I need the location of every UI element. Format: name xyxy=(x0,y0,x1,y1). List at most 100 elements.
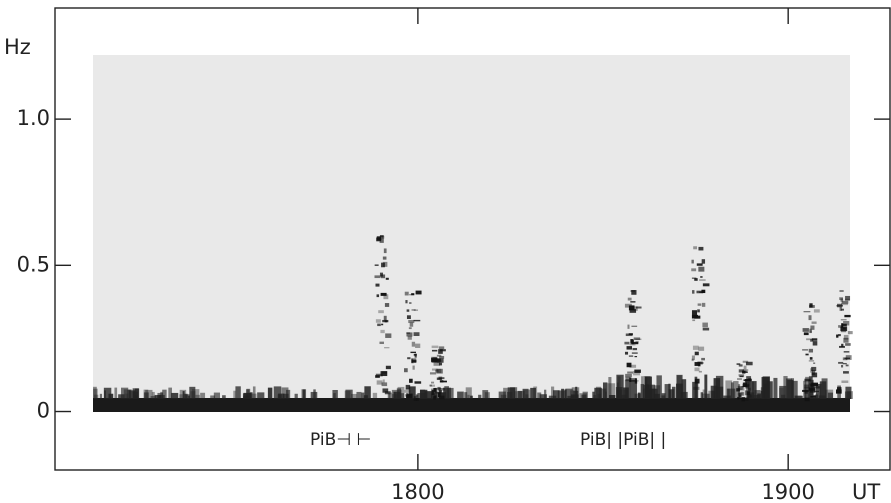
noise-speck xyxy=(222,395,226,399)
noise-speck xyxy=(668,389,675,399)
burst-speck xyxy=(691,358,694,362)
burst-speck xyxy=(438,349,443,354)
burst-speck xyxy=(702,283,710,287)
noise-speck xyxy=(277,394,282,399)
noise-speck xyxy=(361,392,365,399)
noise-speck xyxy=(756,394,761,399)
burst-speck xyxy=(811,321,817,324)
noise-speck xyxy=(814,394,819,399)
burst-speck xyxy=(702,322,708,328)
burst-speck xyxy=(382,379,385,383)
burst-speck xyxy=(843,334,849,340)
burst-speck xyxy=(694,351,699,356)
noise-speck xyxy=(467,394,470,399)
burst-speck xyxy=(405,300,408,304)
burst-speck xyxy=(415,343,421,348)
burst-speck xyxy=(696,290,704,294)
burst-speck xyxy=(840,302,848,306)
burst-speck xyxy=(631,325,638,327)
noise-speck xyxy=(608,377,612,399)
noise-speck xyxy=(704,374,708,399)
noise-speck xyxy=(245,395,249,399)
burst-speck xyxy=(431,390,435,395)
noise-speck xyxy=(602,382,608,399)
noise-speck xyxy=(599,388,607,399)
burst-speck xyxy=(811,384,815,389)
noise-speck xyxy=(513,391,522,399)
burst-speck xyxy=(408,327,412,330)
burst-speck xyxy=(431,349,438,352)
burst-speck xyxy=(693,246,698,250)
burst-speck xyxy=(434,358,441,362)
burst-speck xyxy=(694,367,700,372)
noise-speck xyxy=(252,386,256,399)
burst-speck xyxy=(745,361,753,366)
burst-speck xyxy=(738,364,743,367)
burst-speck xyxy=(630,301,636,303)
burst-speck xyxy=(809,388,816,393)
burst-speck xyxy=(702,389,705,395)
noise-speck xyxy=(668,383,671,399)
burst-speck xyxy=(631,352,638,354)
burst-speck xyxy=(805,353,809,356)
burst-speck xyxy=(743,365,747,370)
burst-speck xyxy=(698,266,705,272)
plot-frame xyxy=(54,7,891,471)
noise-speck xyxy=(751,381,757,399)
burst-speck xyxy=(811,382,819,387)
burst-speck xyxy=(413,332,420,337)
burst-speck xyxy=(845,355,852,360)
burst-speck xyxy=(804,397,810,402)
burst-speck xyxy=(838,361,844,364)
noise-speck xyxy=(571,387,580,399)
burst-speck xyxy=(628,305,635,311)
noise-speck xyxy=(681,379,687,399)
noise-speck xyxy=(213,392,220,399)
burst-speck xyxy=(698,346,705,351)
burst-speck xyxy=(378,310,384,314)
burst-speck xyxy=(804,390,808,394)
burst-speck xyxy=(810,395,816,398)
burst-speck xyxy=(433,361,441,366)
noise-speck xyxy=(267,387,273,399)
burst-speck xyxy=(808,387,816,391)
burst-speck xyxy=(692,345,699,350)
burst-speck xyxy=(433,395,437,399)
burst-speck xyxy=(374,264,379,266)
noise-speck xyxy=(616,374,624,399)
burst-speck xyxy=(809,383,817,385)
burst-speck xyxy=(810,325,815,330)
noise-speck xyxy=(333,393,336,399)
burst-speck xyxy=(809,330,812,334)
burst-speck xyxy=(845,295,851,301)
burst-speck xyxy=(414,353,417,358)
noise-speck xyxy=(179,394,183,399)
noise-speck xyxy=(93,394,99,399)
burst-speck xyxy=(701,259,706,264)
burst-speck xyxy=(629,344,636,346)
noise-speck xyxy=(372,392,378,399)
burst-speck xyxy=(376,294,380,298)
burst-speck xyxy=(844,314,851,318)
noise-speck xyxy=(151,391,155,399)
noise-speck xyxy=(424,391,433,399)
noise-speck xyxy=(680,391,688,399)
noise-speck xyxy=(815,394,819,399)
noise-speck xyxy=(582,391,588,399)
burst-speck xyxy=(696,263,703,266)
noise-speck xyxy=(156,395,162,399)
burst-speck xyxy=(843,337,849,343)
burst-speck xyxy=(438,388,445,391)
burst-speck xyxy=(431,358,438,362)
noise-speck xyxy=(522,388,529,399)
burst-speck xyxy=(691,355,695,361)
noise-speck xyxy=(444,386,449,399)
noise-speck xyxy=(700,392,704,399)
burst-speck xyxy=(385,333,392,338)
burst-speck xyxy=(747,394,752,398)
burst-speck xyxy=(384,303,390,307)
burst-speck xyxy=(843,371,849,374)
burst-speck xyxy=(744,379,752,382)
noise-speck xyxy=(575,386,578,399)
burst-speck xyxy=(802,349,809,351)
